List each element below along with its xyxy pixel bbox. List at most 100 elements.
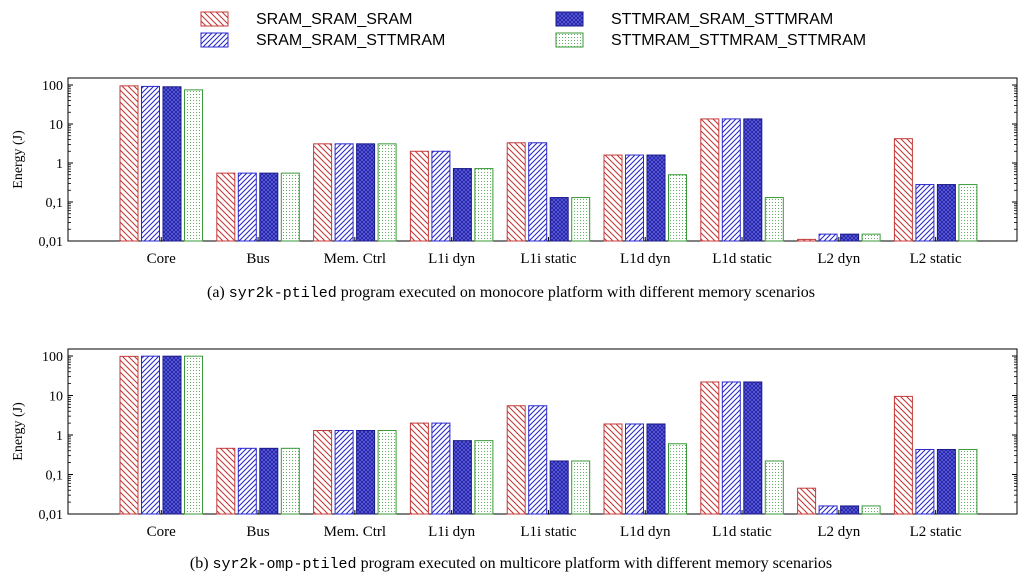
bar-l1i-static-sram-sram-sram bbox=[506, 405, 526, 515]
legend-label: STTMRAM_STTMRAM_STTMRAM bbox=[611, 32, 866, 49]
bar-l1i-static-sram-sram-sram bbox=[506, 142, 526, 242]
bar-bus-sttmram-sttmram-sttmram bbox=[280, 172, 300, 242]
x-tick-label: L1d static bbox=[712, 524, 772, 540]
bar-l2-dyn-sram-sram-sttmram bbox=[818, 233, 838, 242]
x-tick-label: Bus bbox=[246, 524, 270, 540]
figure-caption: (a) syr2k-ptiled program executed on mon… bbox=[207, 284, 815, 302]
bar-l1d-dyn-sttmram-sttmram-sttmram bbox=[668, 174, 687, 242]
bar-core-sram-sram-sttmram bbox=[141, 355, 160, 515]
x-tick-label: Mem. Ctrl bbox=[324, 251, 387, 267]
bar-mem-ctrl-sram-sram-sram bbox=[313, 429, 333, 515]
x-tick-label: Core bbox=[147, 524, 177, 540]
bar-bus-sram-sram-sram bbox=[216, 447, 236, 515]
bar-l1i-dyn-sram-sram-sttmram bbox=[431, 422, 451, 515]
y-tick-label: 10 bbox=[49, 390, 63, 405]
y-tick-label: 1 bbox=[56, 157, 63, 172]
caption-program: syr2k-omp-ptiled bbox=[213, 556, 357, 573]
x-tick-label: L1d static bbox=[712, 251, 772, 267]
caption-prefix: (b) bbox=[190, 555, 213, 572]
bar-l1d-dyn-sttmram-sram-sttmram bbox=[646, 423, 666, 515]
bar-mem-ctrl-sttmram-sttmram-sttmram bbox=[377, 429, 397, 515]
y-tick-label: 1 bbox=[56, 429, 63, 444]
bar-l1i-dyn-sttmram-sram-sttmram bbox=[452, 440, 472, 515]
chart-panel-b: 0,01 0,1 1 10 100 Energy (J) Core Bus Mem. Ctrl L… bbox=[11, 348, 1018, 573]
bar-core-sram-sram-sttmram bbox=[141, 85, 160, 242]
caption-prefix: (a) bbox=[207, 284, 229, 301]
x-tick-label: Core bbox=[147, 251, 177, 267]
y-tick-label: 0,01 bbox=[39, 235, 64, 250]
bar-bus-sram-sram-sttmram bbox=[237, 172, 257, 242]
bar-l1d-dyn-sttmram-sram-sttmram bbox=[646, 154, 666, 242]
bar-l1i-static-sttmram-sram-sttmram bbox=[549, 197, 569, 242]
bar-l1d-static-sttmram-sram-sttmram bbox=[743, 381, 763, 515]
legend-swatch bbox=[555, 11, 584, 27]
bar-core-sttmram-sttmram-sttmram bbox=[184, 89, 203, 242]
bar-mem-ctrl-sttmram-sram-sttmram bbox=[356, 143, 376, 242]
x-tick-label: Bus bbox=[246, 251, 270, 267]
bar-l2-static-sram-sram-sttmram bbox=[915, 184, 935, 242]
bar-bus-sttmram-sram-sttmram bbox=[259, 172, 279, 242]
bar-l1i-dyn-sttmram-sram-sttmram bbox=[452, 168, 472, 242]
bar-mem-ctrl-sram-sram-sttmram bbox=[334, 429, 354, 515]
bar-l2-static-sttmram-sram-sttmram bbox=[936, 448, 956, 515]
y-axis-label: Energy (J) bbox=[11, 402, 26, 461]
x-tick-label: L1d dyn bbox=[620, 251, 671, 267]
legend-item-sram-sram-sttmram: SRAM_SRAM_STTMRAM bbox=[200, 32, 445, 49]
legend-swatch bbox=[200, 11, 229, 27]
bar-mem-ctrl-sttmram-sttmram-sttmram bbox=[377, 143, 397, 242]
bar-bus-sram-sram-sttmram bbox=[237, 447, 257, 515]
bar-l1i-static-sttmram-sram-sttmram bbox=[549, 460, 569, 515]
y-tick-label: 0,1 bbox=[46, 196, 64, 211]
bar-l2-dyn-sram-sram-sram bbox=[797, 487, 817, 515]
bar-l1i-dyn-sram-sram-sttmram bbox=[431, 150, 451, 242]
bar-l1d-static-sram-sram-sram bbox=[700, 381, 720, 515]
y-axis-label: Energy (J) bbox=[11, 130, 26, 189]
bar-l1i-static-sttmram-sttmram-sttmram bbox=[571, 197, 591, 242]
bar-bus-sttmram-sttmram-sttmram bbox=[280, 447, 300, 515]
bar-l1d-static-sttmram-sttmram-sttmram bbox=[764, 460, 784, 515]
legend: SRAM_SRAM_SRAM SRAM_SRAM_STTMRAM STTMRAM_S… bbox=[200, 11, 866, 49]
legend-label: SRAM_SRAM_STTMRAM bbox=[256, 32, 445, 49]
bar-mem-ctrl-sttmram-sram-sttmram bbox=[356, 429, 376, 515]
bar-l2-static-sram-sram-sttmram bbox=[915, 448, 935, 515]
bar-core-sttmram-sram-sttmram bbox=[162, 86, 182, 242]
legend-item-sttmram-sram-sttmram: STTMRAM_SRAM_STTMRAM bbox=[555, 11, 833, 28]
caption-suffix: program executed on multicore platform w… bbox=[357, 555, 833, 572]
bar-core-sttmram-sram-sttmram bbox=[162, 355, 182, 515]
figure-caption: (b) syr2k-omp-ptiled program executed on… bbox=[190, 555, 832, 573]
bar-mem-ctrl-sram-sram-sttmram bbox=[334, 143, 354, 242]
bar-l1i-dyn-sram-sram-sram bbox=[409, 150, 429, 242]
bar-mem-ctrl-sram-sram-sram bbox=[313, 143, 333, 242]
x-tick-label: L2 dyn bbox=[817, 524, 860, 540]
legend-label: SRAM_SRAM_SRAM bbox=[256, 11, 412, 28]
bar-l2-dyn-sram-sram-sram bbox=[797, 238, 817, 242]
x-tick-label: L1d dyn bbox=[620, 524, 671, 540]
bar-l1d-dyn-sram-sram-sram bbox=[603, 154, 623, 242]
y-tick-label: 10 bbox=[49, 118, 63, 133]
legend-swatch bbox=[555, 32, 584, 48]
y-tick-label: 0,01 bbox=[39, 508, 64, 523]
x-tick-label: L1i dyn bbox=[428, 524, 476, 540]
bar-l1d-static-sttmram-sttmram-sttmram bbox=[764, 197, 784, 242]
bar-l1d-dyn-sttmram-sttmram-sttmram bbox=[668, 443, 687, 515]
bar-l1d-static-sram-sram-sttmram bbox=[721, 118, 741, 242]
legend-label: STTMRAM_SRAM_STTMRAM bbox=[611, 11, 833, 28]
bar-l2-static-sttmram-sram-sttmram bbox=[936, 184, 956, 242]
bar-l1d-dyn-sram-sram-sram bbox=[603, 423, 623, 515]
bar-l2-static-sram-sram-sram bbox=[893, 395, 913, 515]
bar-core-sram-sram-sram bbox=[119, 355, 139, 515]
caption-suffix: program executed on monocore platform wi… bbox=[337, 284, 815, 301]
bar-l2-static-sttmram-sttmram-sttmram bbox=[958, 448, 978, 515]
bar-core-sram-sram-sram bbox=[119, 85, 139, 242]
x-tick-label: L2 static bbox=[910, 251, 962, 267]
bar-l1i-static-sram-sram-sttmram bbox=[528, 142, 548, 242]
legend-item-sttmram-sttmram-sttmram: STTMRAM_STTMRAM_STTMRAM bbox=[555, 32, 866, 49]
x-tick-label: Mem. Ctrl bbox=[324, 524, 387, 540]
legend-swatch bbox=[200, 32, 229, 48]
bar-l2-static-sram-sram-sram bbox=[893, 138, 913, 242]
bar-l1d-static-sttmram-sram-sttmram bbox=[743, 118, 763, 242]
x-tick-label: L2 static bbox=[910, 524, 962, 540]
bar-bus-sram-sram-sram bbox=[216, 172, 236, 242]
bar-l1i-static-sram-sram-sttmram bbox=[528, 405, 548, 515]
